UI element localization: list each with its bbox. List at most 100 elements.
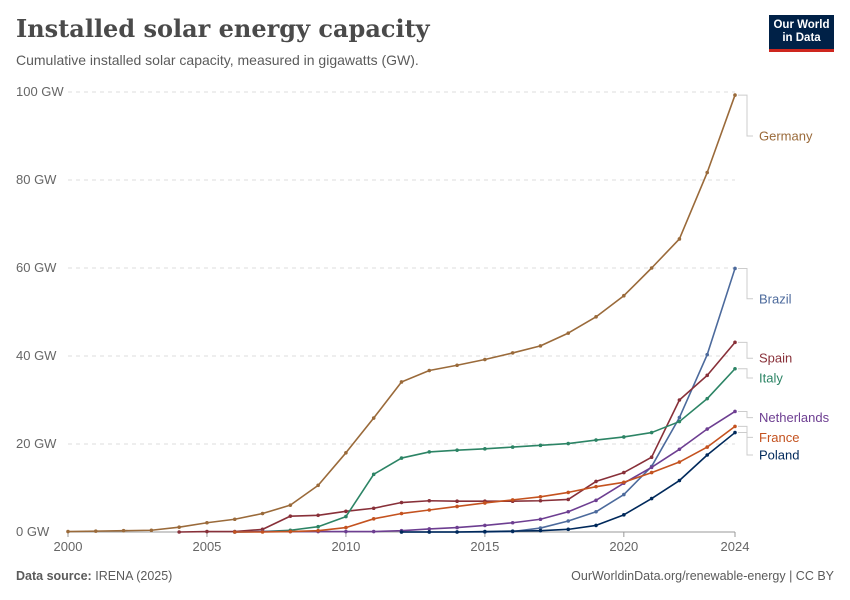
data-point [622, 492, 626, 497]
x-axis: 2000 2005 2010 2015 2020 2024 [54, 531, 750, 554]
data-point [705, 427, 710, 431]
series-spain[interactable] [177, 340, 737, 534]
data-point [93, 529, 98, 533]
data-point [677, 398, 682, 402]
data-point [427, 498, 432, 503]
data-point [149, 528, 154, 533]
data-point [260, 511, 265, 516]
data-point [677, 478, 682, 483]
data-point [427, 450, 432, 454]
data-point [344, 509, 348, 514]
data-point [566, 509, 571, 514]
data-point [677, 237, 682, 241]
label-connector [738, 425, 753, 438]
series-lines [66, 93, 737, 534]
data-point [705, 170, 710, 175]
data-point [288, 529, 293, 534]
data-point [399, 500, 404, 505]
data-point [427, 368, 432, 373]
data-point [371, 517, 376, 521]
data-point [483, 529, 487, 534]
data-point [705, 396, 710, 401]
series-line [179, 341, 736, 533]
data-point [733, 266, 737, 271]
data-point [483, 501, 487, 505]
data-point [733, 366, 737, 371]
data-point [594, 509, 598, 514]
data-point [538, 443, 543, 448]
data-point [566, 497, 571, 502]
data-point [677, 460, 682, 464]
x-tick-label: 2010 [331, 539, 360, 554]
y-tick-label: 40 GW [16, 348, 57, 363]
data-source-label: Data source: [16, 569, 92, 583]
y-tick-label: 100 GW [16, 84, 64, 99]
data-point [232, 517, 237, 522]
data-point [538, 517, 543, 522]
data-point [649, 455, 654, 460]
data-point [316, 528, 320, 533]
data-point [594, 438, 598, 442]
owid-logo[interactable]: Our World in Data [769, 15, 834, 52]
data-point [316, 513, 320, 518]
data-point [677, 415, 682, 420]
data-point [649, 266, 654, 270]
data-point [594, 484, 598, 489]
series-label-france: France [759, 430, 799, 445]
data-point [344, 451, 348, 455]
data-point [622, 293, 626, 298]
source-link[interactable]: OurWorldinData.org/renewable-energy | CC… [571, 569, 834, 583]
data-point [510, 351, 515, 355]
data-point [260, 530, 265, 534]
series-label-netherlands: Netherlands [759, 410, 830, 425]
data-point [371, 416, 376, 420]
grid-lines [68, 91, 735, 445]
data-source: Data source: IRENA (2025) [16, 569, 172, 583]
data-point [649, 470, 654, 475]
data-point [677, 447, 682, 452]
x-tick-label: 2024 [721, 539, 750, 554]
data-point [733, 409, 737, 414]
data-point [371, 472, 376, 477]
data-point [316, 483, 320, 488]
y-tick-label: 60 GW [16, 260, 57, 275]
data-point [483, 523, 487, 528]
data-point [399, 530, 404, 534]
data-point [399, 511, 404, 516]
data-point [566, 519, 571, 523]
data-point [455, 363, 459, 368]
logo-line-1: Our World [773, 19, 830, 31]
series-label-poland: Poland [759, 448, 799, 463]
page-title: Installed solar energy capacity [16, 14, 430, 43]
data-point [483, 447, 487, 451]
data-point [455, 504, 459, 509]
data-point [594, 498, 598, 503]
series-germany[interactable] [66, 93, 737, 534]
data-point [538, 528, 543, 533]
data-point [344, 514, 348, 519]
data-point [455, 448, 459, 452]
label-connector [738, 432, 753, 456]
data-point [427, 527, 432, 531]
logo-line-2: in Data [782, 32, 821, 44]
data-point [455, 499, 459, 504]
y-tick-label: 0 GW [16, 524, 50, 539]
data-point [705, 352, 710, 357]
data-point [566, 441, 571, 446]
label-connector [738, 368, 753, 379]
series-line [401, 431, 736, 533]
data-point [510, 529, 515, 533]
data-point [622, 435, 626, 439]
x-tick-label: 2015 [470, 539, 499, 554]
series-poland[interactable] [399, 430, 737, 534]
data-point [427, 508, 432, 512]
data-point [649, 496, 654, 501]
data-point [288, 503, 293, 507]
data-point [594, 315, 598, 319]
x-tick-label: 2020 [609, 539, 638, 554]
series-label-italy: Italy [759, 371, 783, 386]
data-point [622, 513, 626, 517]
data-point [538, 495, 543, 499]
series-france[interactable] [232, 424, 737, 534]
